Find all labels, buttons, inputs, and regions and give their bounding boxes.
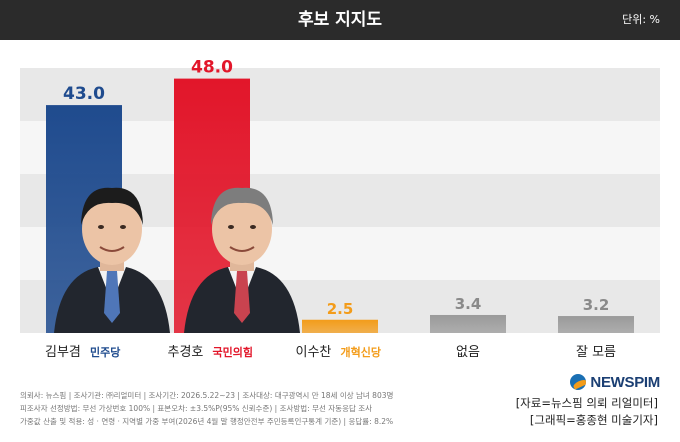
- header-bar: [0, 0, 680, 40]
- value-label-3: 3.4: [455, 295, 482, 313]
- category-label-1: 추경호: [168, 345, 204, 360]
- footnote-line-1: 의뢰사: 뉴스핌 | 조사기관: ㈜리얼미터 | 조사기간: 2026.5.22…: [20, 391, 394, 400]
- footnote-line-3: 가중값 산출 및 적용: 성 · 연령 · 지역별 가중 부여(2026년 4월…: [20, 417, 394, 426]
- party-label-0: 민주당: [90, 345, 120, 359]
- candidate-portrait-1: [184, 187, 300, 333]
- footnote-line-2: 피조사자 선정방법: 무선 가상번호 100% | 표본오차: ±3.5%P(9…: [20, 404, 373, 413]
- category-labels: 김부겸 민주당 추경호 국민의힘 이수찬 개혁신당 없음 잘 모름: [45, 345, 616, 360]
- party-label-1: 국민의힘: [213, 345, 253, 359]
- category-label-0: 김부겸: [45, 345, 81, 360]
- newspim-logo-text: NEWSPIM: [590, 373, 660, 391]
- chart-title: 후보 지지도: [297, 10, 383, 30]
- value-label-4: 3.2: [583, 296, 610, 314]
- graphic-credit: [그래픽=홍종현 미술기자]: [529, 413, 658, 427]
- grid-band: [20, 68, 660, 121]
- category-label-2: 이수찬: [296, 345, 332, 360]
- grid-band: [20, 121, 660, 174]
- bar-4: [558, 316, 634, 333]
- value-label-2: 2.5: [327, 300, 354, 318]
- party-label-2: 개혁신당: [341, 345, 381, 359]
- category-label-4: 잘 모름: [576, 345, 616, 360]
- newspim-logo: NEWSPIM: [570, 372, 660, 392]
- newspim-logo-icon: [570, 374, 587, 390]
- candidate-portrait-0: [54, 187, 170, 333]
- value-labels: 43.0 48.0 2.5 3.4 3.2: [63, 58, 609, 318]
- category-label-3: 없음: [456, 345, 480, 360]
- unit-label: 단위: %: [622, 13, 660, 26]
- source-credit: [자료=뉴스핌 의뢰 리얼미터]: [515, 396, 658, 410]
- bar-3: [430, 314, 506, 333]
- value-label-1: 48.0: [191, 58, 233, 78]
- grid-bands: [20, 68, 660, 333]
- bar-chart: 43.0 48.0 2.5 3.4 3.2 김부겸 민주당 추경호 국민의힘 이수찬 개혁신당 없음…: [20, 58, 660, 360]
- bar-2: [302, 319, 378, 333]
- candidate-portraits: [54, 187, 300, 333]
- value-label-0: 43.0: [63, 84, 105, 104]
